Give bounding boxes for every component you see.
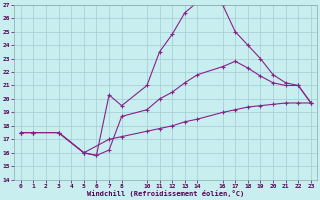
X-axis label: Windchill (Refroidissement éolien,°C): Windchill (Refroidissement éolien,°C) — [87, 190, 244, 197]
